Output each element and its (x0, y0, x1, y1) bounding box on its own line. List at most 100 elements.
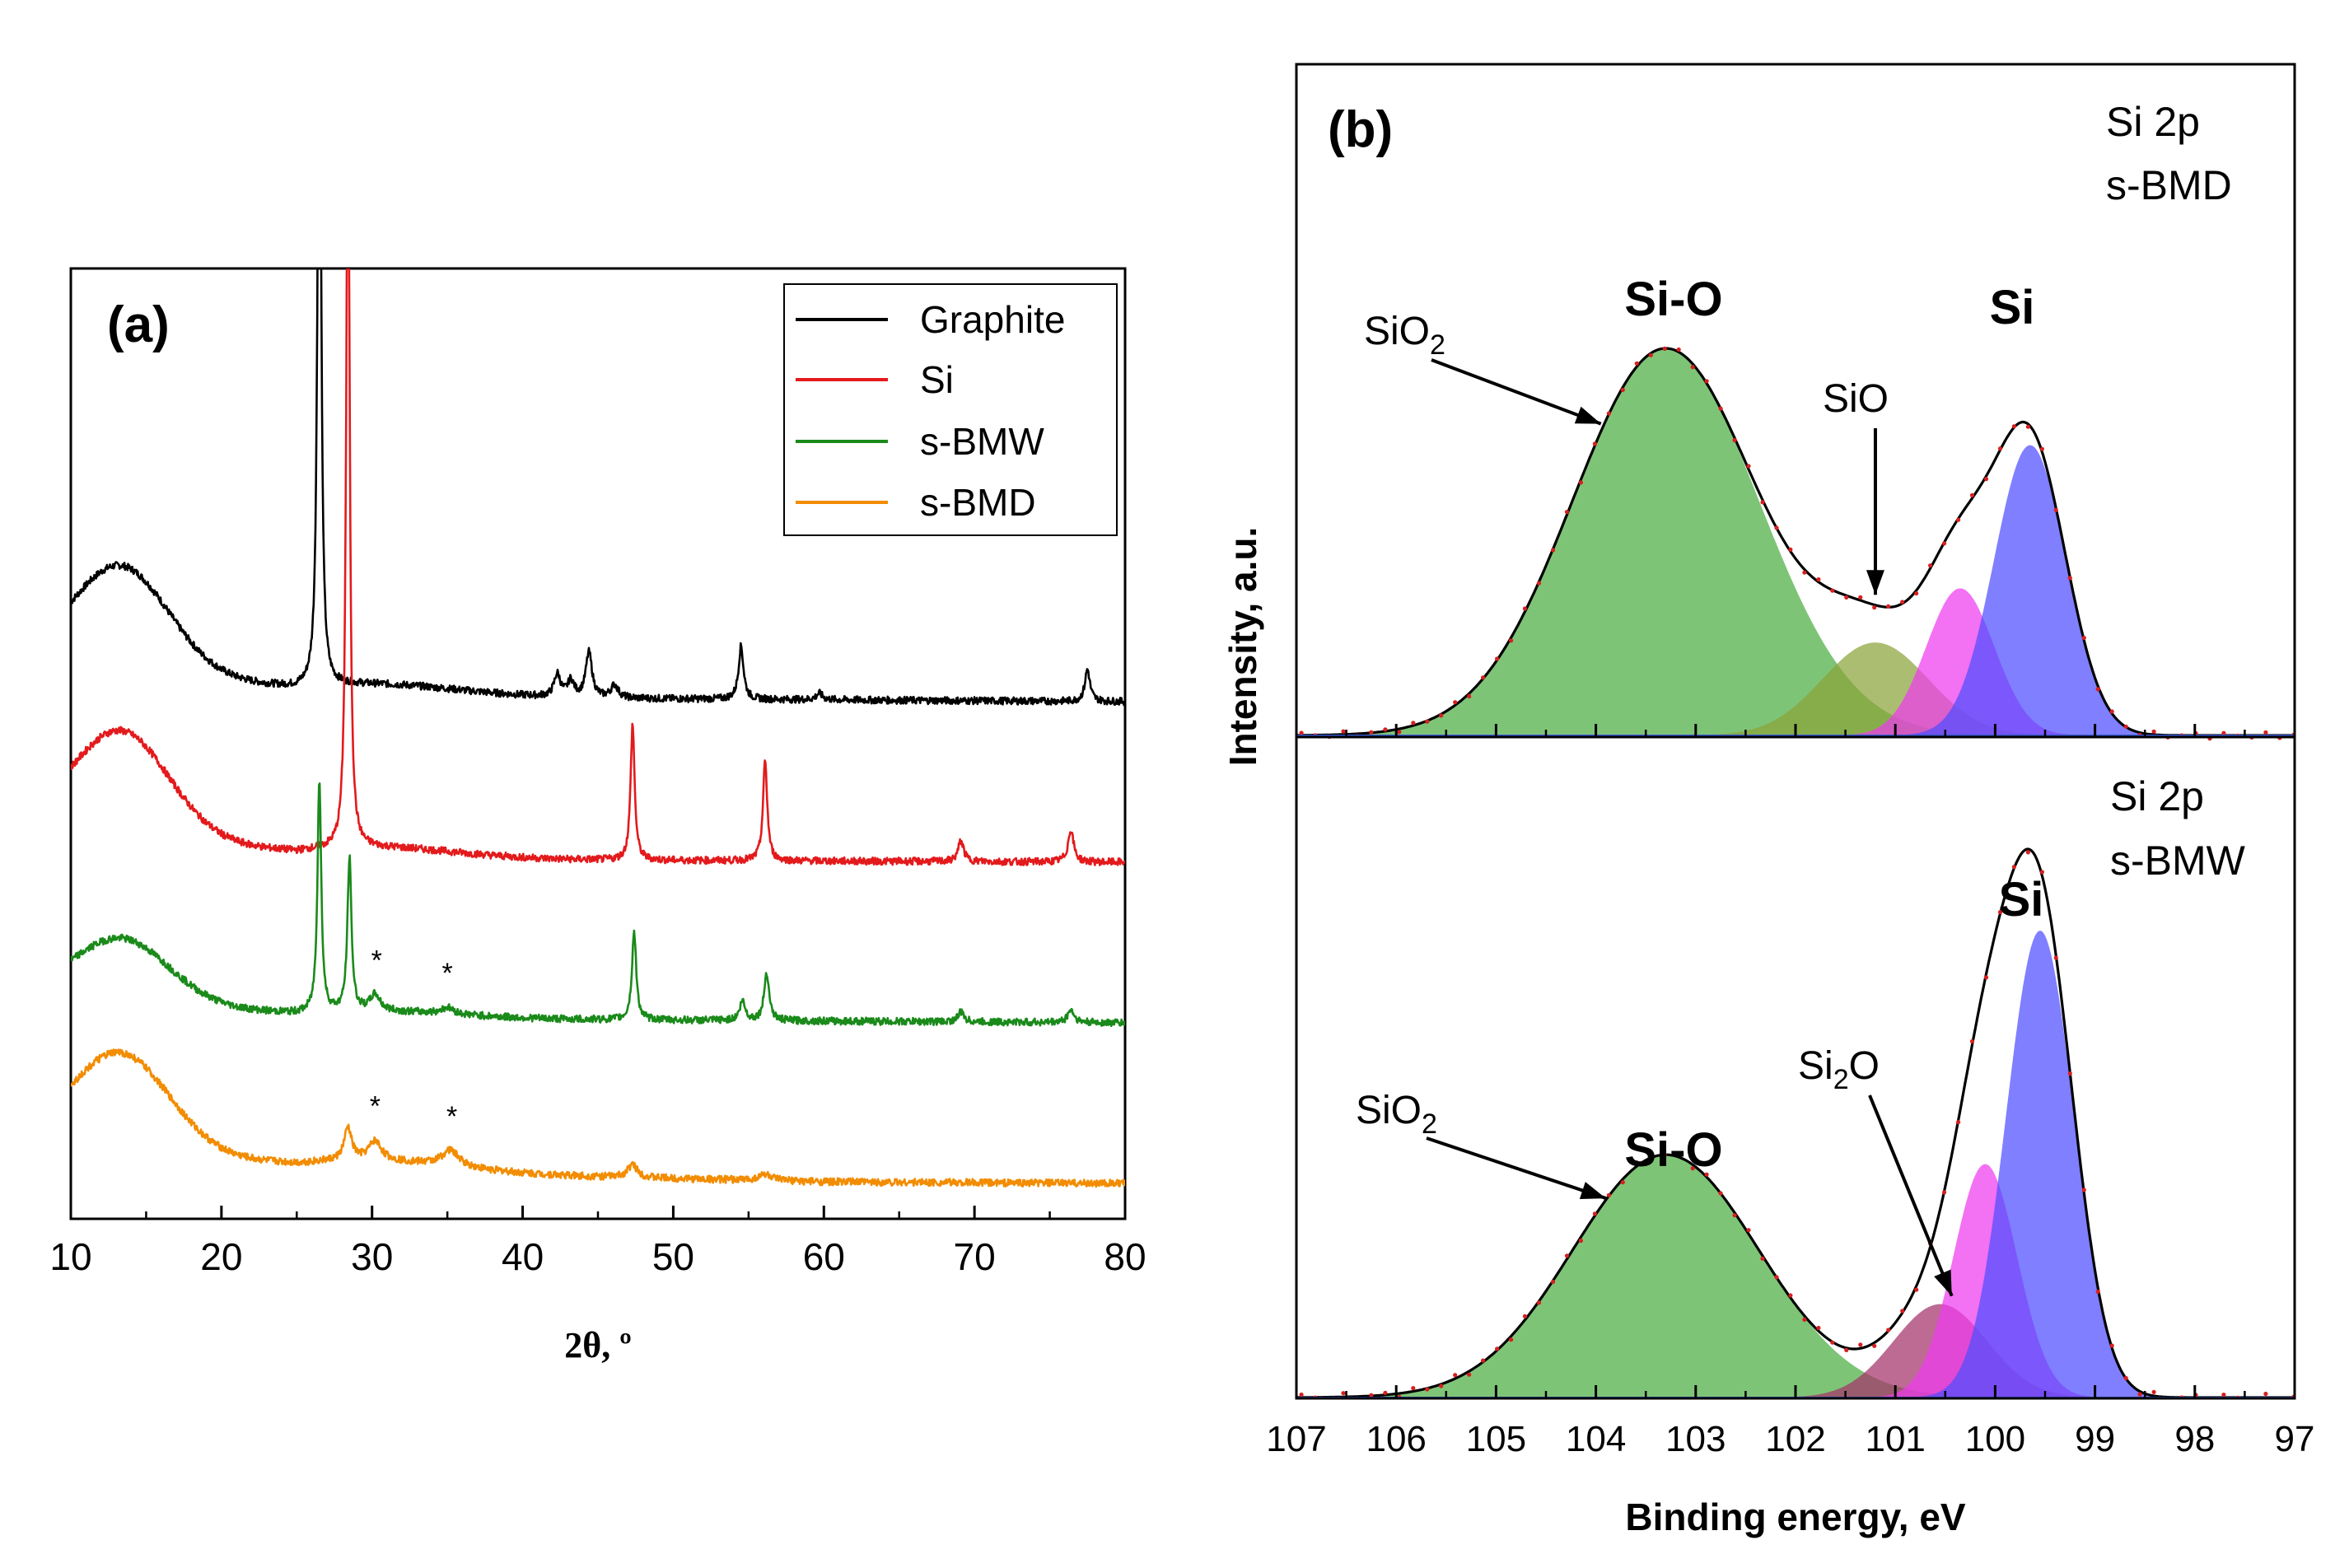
top-data-point (1467, 693, 1472, 699)
bottom-data-point (1718, 1191, 1723, 1196)
top-data-point (1536, 581, 1542, 586)
panel-b-x-axis-label: Binding energy, eV (1625, 1496, 1966, 1538)
top-data-point (1746, 464, 1751, 469)
panel-a-xrd: * * * * 10 20 30 40 50 60 70 80 (a) 2θ, º Graphite… (49, 267, 1146, 1365)
bottom-data-point (1341, 1391, 1346, 1396)
annotation-arrowhead (1866, 570, 1884, 595)
bottom-peak-label-si: Si (1999, 873, 2044, 926)
top-annotation-sio2: SiO2 (1364, 310, 1602, 426)
top-data-point (2151, 729, 2156, 734)
bottom-data-point (1578, 1238, 1583, 1244)
bottom-data-point (2109, 1343, 2114, 1348)
xrd-curve-graphite (71, 268, 1125, 707)
top-data-point (1886, 604, 1891, 609)
bottom-data-point (1886, 1328, 1891, 1332)
top-data-point (1788, 547, 1793, 552)
bottom-data-point (1760, 1256, 1765, 1261)
bottom-data-point (1536, 1300, 1542, 1305)
top-data-point (1495, 656, 1500, 661)
top-data-point (1676, 347, 1681, 352)
top-data-point (1732, 437, 1737, 443)
x-tick-label: 105 (1466, 1419, 1526, 1459)
top-data-point (1564, 510, 1570, 515)
top-data-point (1397, 730, 1402, 735)
top-data-point (1383, 727, 1388, 732)
top-data-point (1606, 411, 1611, 416)
bottom-data-point (1439, 1384, 1444, 1388)
top-data-point (1411, 721, 1416, 726)
top-data-point (1718, 406, 1723, 411)
bottom-data-point (2221, 1393, 2226, 1398)
top-data-point (1369, 730, 1374, 735)
bottom-data-point (1383, 1390, 1388, 1395)
xrd-curve-si (71, 268, 1125, 866)
bottom-data-point (2123, 1375, 2128, 1380)
x-tick-label: 102 (1765, 1419, 1825, 1459)
bottom-data-point (2137, 1392, 2142, 1397)
top-data-point (2025, 424, 2030, 429)
bottom-data-point (1648, 1158, 1653, 1163)
bottom-data-point (2025, 850, 2030, 855)
bottom-data-point (1914, 1287, 1919, 1292)
top-data-point (2123, 724, 2128, 729)
top-data-point (1578, 480, 1583, 485)
annotation-subscript: 2 (1422, 1108, 1437, 1140)
bottom-data-point (1453, 1373, 1458, 1378)
bottom-data-point (2081, 1188, 2086, 1192)
top-data-point (1844, 595, 1849, 600)
bottom-data-point (1481, 1358, 1486, 1363)
panel-a-legend: Graphite Si s-BMW s-BMD (783, 283, 1118, 536)
annotation-suffix: O (1849, 1044, 1880, 1088)
bottom-data-point (1634, 1160, 1639, 1165)
legend-label-s-bmw: s-BMW (920, 420, 1044, 463)
top-data-point (1453, 700, 1458, 705)
bottom-data-point (1620, 1180, 1625, 1185)
bottom-data-point (1844, 1347, 1849, 1352)
bottom-component-si (1296, 931, 2295, 1398)
bottom-data-point (2095, 1289, 2100, 1295)
bottom-data-point (1425, 1387, 1430, 1392)
top-data-point (1872, 605, 1877, 610)
top-data-point (1774, 525, 1779, 530)
top-subplot-label-line1: Si 2p (2106, 99, 2200, 145)
bottom-data-point (1983, 975, 1989, 980)
annotation-arrowhead (1579, 1182, 1606, 1199)
top-peak-label-si: Si (1990, 281, 2035, 334)
top-data-point (1830, 588, 1835, 593)
bottom-data-point (1788, 1293, 1793, 1298)
bottom-data-point (1369, 1393, 1374, 1398)
top-component-si (1296, 445, 2295, 735)
xrd-curve-s-bmw (71, 782, 1125, 1028)
top-annotation-sio: SiO (1823, 377, 1889, 595)
panel-b-xps: 107 106 105 104 103 102 101 100 99 98 97 (b) Inten… (1221, 63, 2314, 1538)
bottom-envelope-fit (1296, 847, 2295, 1398)
bottom-data-point (1411, 1386, 1416, 1391)
top-data-point (1997, 446, 2003, 451)
peak-star-marker: * (370, 1091, 381, 1122)
x-tick-label: 20 (200, 1235, 242, 1278)
top-data-point (1522, 606, 1528, 611)
top-data-point (1634, 361, 1639, 366)
bottom-data-point (1802, 1317, 1807, 1322)
bottom-data-point (1495, 1346, 1500, 1351)
panel-b-y-axis-label: Intensity, a.u. (1221, 527, 1264, 767)
bottom-data-point (2263, 1391, 2268, 1397)
bottom-data-point (2011, 865, 2016, 870)
top-data-point (1858, 595, 1863, 600)
annotation-arrowhead (1574, 406, 1601, 424)
top-data-point (1956, 517, 1961, 522)
annotation-main: Si (1798, 1044, 1833, 1088)
bottom-data-point (2053, 955, 2058, 960)
top-subplot-label-line2: s-BMD (2106, 162, 2232, 208)
bottom-data-point (1830, 1340, 1835, 1345)
top-data-point (2109, 709, 2114, 714)
top-data-point (1760, 500, 1765, 505)
top-data-point (1690, 365, 1695, 370)
top-data-point (1914, 590, 1919, 596)
top-data-point (1704, 379, 1709, 384)
top-data-point (1942, 541, 1947, 546)
top-data-point (2039, 446, 2044, 451)
bottom-data-point (1956, 1120, 1961, 1125)
top-data-point (1983, 477, 1989, 482)
top-data-point (1928, 563, 1933, 568)
